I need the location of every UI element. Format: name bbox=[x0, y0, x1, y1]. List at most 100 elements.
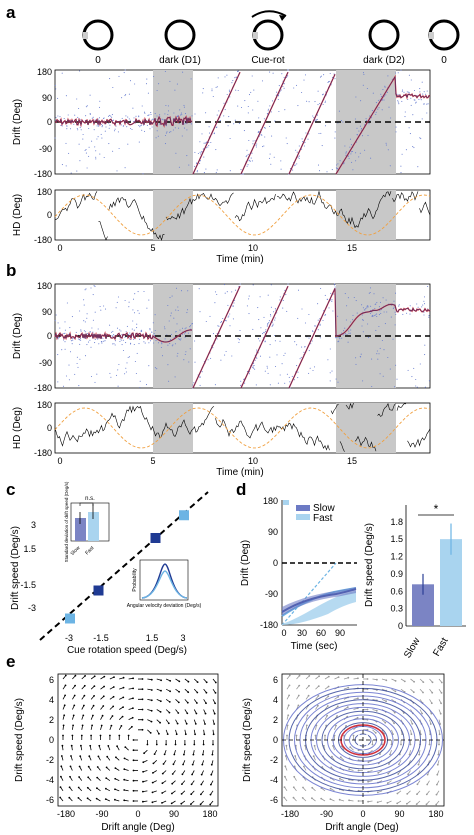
drift-point bbox=[256, 143, 258, 145]
drift-point bbox=[125, 115, 127, 117]
y-tick: -90 bbox=[39, 144, 52, 154]
drift-point bbox=[414, 99, 416, 101]
drift-point bbox=[268, 322, 270, 324]
drift-point bbox=[311, 330, 314, 332]
drift-point bbox=[124, 95, 126, 97]
drift-point bbox=[390, 117, 392, 119]
drift-point bbox=[76, 170, 78, 172]
drift-point bbox=[427, 103, 429, 105]
drift-point bbox=[164, 328, 166, 330]
drift-point bbox=[65, 375, 68, 377]
x-tick: 5 bbox=[150, 456, 155, 466]
drift-point bbox=[59, 327, 61, 329]
drift-point bbox=[103, 305, 105, 307]
drift-point bbox=[254, 359, 256, 361]
drift-point bbox=[91, 140, 93, 142]
drift-point bbox=[124, 336, 126, 338]
drift-point bbox=[223, 102, 225, 104]
drift-point bbox=[255, 144, 257, 146]
drift-point bbox=[115, 374, 118, 376]
drift-point bbox=[229, 137, 231, 140]
drift-point bbox=[424, 93, 427, 95]
drift-point bbox=[88, 127, 90, 130]
drift-point bbox=[374, 314, 376, 316]
drift-point bbox=[120, 124, 122, 126]
drift-point bbox=[101, 125, 104, 127]
drift-point bbox=[153, 75, 155, 78]
drift-point bbox=[94, 146, 96, 148]
drift-point bbox=[215, 171, 217, 173]
drift-point bbox=[360, 129, 362, 131]
drift-point bbox=[238, 122, 240, 124]
drift-point bbox=[274, 319, 276, 321]
drift-point bbox=[416, 386, 418, 388]
drift-point bbox=[269, 105, 271, 107]
drift-point bbox=[334, 137, 336, 139]
drift-point bbox=[365, 119, 368, 122]
x-axis-label: Time (min) bbox=[216, 254, 263, 265]
panel-c-plot bbox=[39, 491, 209, 641]
drift-point bbox=[253, 364, 255, 367]
drift-point bbox=[355, 357, 357, 359]
drift-point bbox=[369, 291, 371, 294]
drift-point bbox=[91, 327, 93, 329]
drift-point bbox=[174, 127, 176, 129]
drift-point bbox=[183, 106, 185, 108]
drift-point bbox=[297, 377, 299, 379]
drift-point bbox=[185, 327, 187, 329]
drift-point bbox=[282, 299, 284, 301]
drift-point bbox=[326, 171, 328, 173]
drift-point bbox=[317, 104, 319, 106]
drift-point bbox=[99, 305, 101, 308]
drift-point bbox=[156, 89, 158, 92]
drift-point bbox=[301, 138, 303, 140]
drift-point bbox=[327, 298, 329, 300]
drift-point bbox=[127, 356, 129, 358]
drift-point bbox=[86, 344, 88, 346]
drift-point bbox=[264, 341, 266, 343]
drift-point bbox=[406, 91, 408, 93]
drift-point bbox=[379, 310, 381, 312]
drift-point bbox=[267, 372, 269, 374]
drift-point bbox=[57, 97, 59, 99]
panel-e-right-plot bbox=[281, 673, 445, 807]
y-tick: -180 bbox=[34, 448, 52, 458]
drift-point bbox=[78, 385, 80, 387]
drift-point bbox=[378, 314, 380, 316]
drift-point bbox=[299, 358, 301, 360]
drift-point bbox=[386, 91, 388, 93]
drift-point bbox=[135, 115, 137, 117]
drift-point bbox=[367, 134, 369, 136]
drift-point bbox=[203, 142, 205, 144]
drift-point bbox=[118, 363, 120, 366]
drift-point bbox=[345, 154, 347, 156]
condition-label: 0 bbox=[441, 55, 447, 66]
drift-point bbox=[270, 111, 272, 113]
drift-point bbox=[313, 116, 315, 118]
drift-point bbox=[65, 165, 67, 167]
drift-point bbox=[167, 344, 169, 346]
x-tick: 0 bbox=[360, 809, 365, 819]
inset-xlabel: Angular velocity deviation (Deg/s) bbox=[127, 603, 202, 609]
drift-point bbox=[124, 69, 126, 71]
drift-point bbox=[298, 145, 300, 147]
drift-point bbox=[252, 140, 254, 142]
drift-point bbox=[95, 158, 97, 160]
drift-point bbox=[170, 333, 173, 335]
drift-point bbox=[87, 341, 90, 343]
drift-point bbox=[234, 77, 236, 79]
drift-point bbox=[169, 342, 171, 344]
drift-point bbox=[404, 111, 406, 113]
drift-point bbox=[165, 132, 167, 134]
condition-label: dark (D1) bbox=[159, 55, 201, 66]
drift-point bbox=[96, 125, 98, 127]
drift-point bbox=[134, 293, 136, 295]
drift-point bbox=[169, 297, 171, 299]
drift-point bbox=[215, 149, 217, 151]
drift-point bbox=[310, 343, 312, 345]
drift-point bbox=[112, 86, 114, 89]
drift-point bbox=[89, 339, 91, 341]
y-tick: 6 bbox=[273, 675, 278, 685]
drift-point bbox=[243, 130, 245, 132]
drift-point bbox=[300, 356, 302, 358]
